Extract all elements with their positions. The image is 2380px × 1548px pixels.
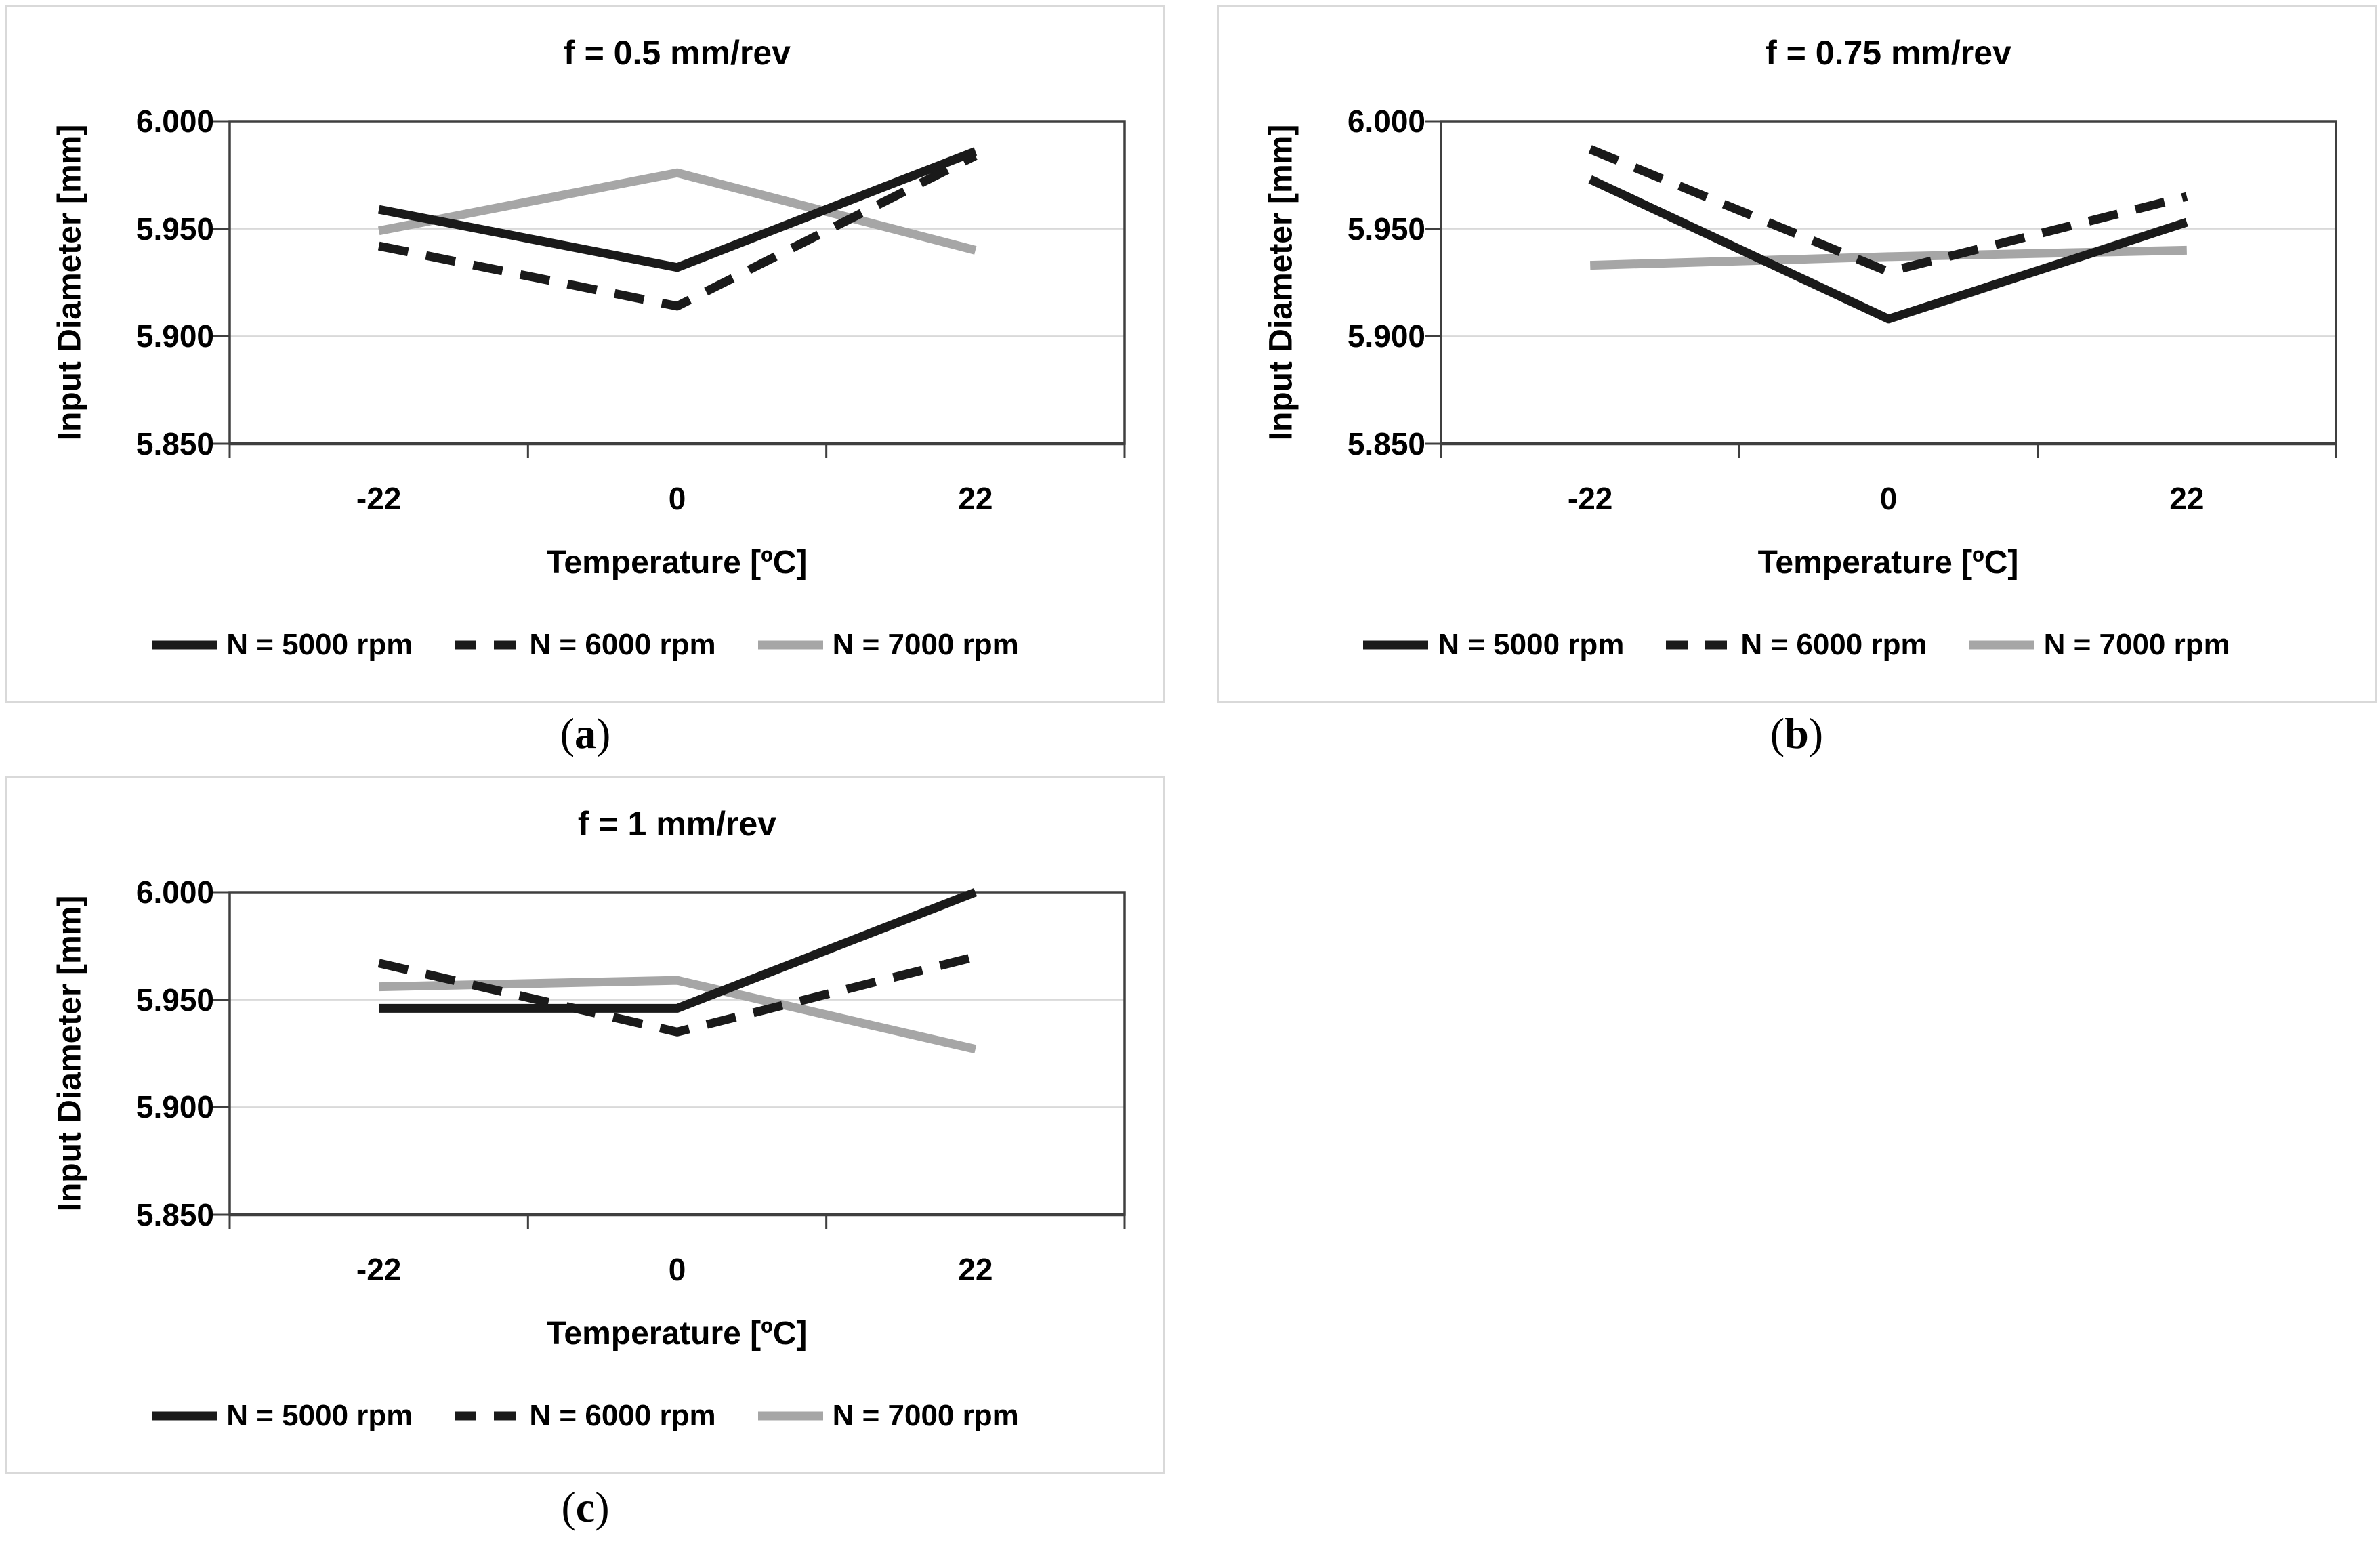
legend-item-n-6000-rpm: N = 6000 rpm — [455, 1399, 716, 1433]
y-tick-label: 5.950 — [1347, 211, 1425, 247]
legend: N = 5000 rpm N = 6000 rpm N = 7000 rpm — [1219, 628, 2375, 662]
y-tick-label: 6.000 — [135, 104, 214, 139]
y-tick-label: 5.900 — [135, 1089, 214, 1125]
legend-swatch-icon — [455, 640, 520, 650]
series-line-n-6000-rpm — [1588, 145, 2188, 276]
caption-letter: c — [575, 1483, 596, 1531]
chart-panel-c: f = 1 mm/rev Input Diameter [mm] 6.000 5.95… — [5, 776, 1165, 1474]
legend-label: N = 7000 rpm — [832, 628, 1019, 661]
panel-caption-c: (c) — [561, 1483, 610, 1531]
legend-swatch-icon — [757, 640, 823, 650]
y-tick-label: 5.950 — [135, 211, 214, 247]
legend-label: N = 7000 rpm — [832, 1399, 1019, 1432]
legend-swatch-icon — [757, 1411, 823, 1421]
y-tick-label: 5.900 — [135, 318, 214, 354]
plot-area-a — [213, 120, 1126, 458]
series-line-n-6000-rpm — [377, 952, 977, 1037]
legend-label: N = 5000 rpm — [1438, 628, 1625, 661]
legend-label: N = 7000 rpm — [2043, 628, 2230, 661]
legend-item-n-7000-rpm: N = 7000 rpm — [757, 1399, 1019, 1433]
y-tick-label: 5.950 — [135, 982, 214, 1018]
y-tick-label: 5.850 — [135, 426, 214, 461]
y-tick-label: 5.850 — [135, 1197, 214, 1232]
legend-item-n-5000-rpm: N = 5000 rpm — [152, 628, 413, 662]
legend: N = 5000 rpm N = 6000 rpm N = 7000 rpm — [7, 1399, 1163, 1433]
legend-item-n-7000-rpm: N = 7000 rpm — [1969, 628, 2230, 662]
caption-letter: a — [575, 709, 596, 757]
x-tick-label: -22 — [1567, 481, 1613, 516]
legend-swatch-icon — [152, 640, 217, 650]
series-line-n-5000-rpm — [379, 887, 978, 1013]
series-line-n-6000-rpm — [377, 151, 978, 311]
legend-label: N = 6000 rpm — [529, 628, 716, 661]
series-line-n-5000-rpm — [377, 147, 978, 272]
chart-panel-b: f = 0.75 mm/rev Input Diameter [mm] 6.000 5… — [1217, 5, 2377, 703]
y-axis-title: Input Diameter [mm] — [51, 124, 88, 441]
x-tick-label: 0 — [668, 481, 686, 516]
chart-title: f = 1 mm/rev — [577, 805, 777, 843]
y-axis-title: Input Diameter [mm] — [51, 895, 88, 1212]
legend-label: N = 6000 rpm — [1740, 628, 1927, 661]
y-tick-label: 6.000 — [135, 875, 214, 910]
y-tick-label: 5.850 — [1347, 426, 1425, 461]
caption-letter: b — [1784, 709, 1809, 757]
legend-label: N = 5000 rpm — [226, 628, 413, 661]
legend-label: N = 5000 rpm — [226, 1399, 413, 1432]
x-tick-label: -22 — [356, 1252, 402, 1287]
x-axis-title: Temperature [ºC] — [1757, 545, 2019, 581]
chart-title: f = 0.75 mm/rev — [1766, 34, 2011, 72]
plot-border — [228, 891, 1126, 1216]
x-tick-label: 0 — [668, 1252, 686, 1287]
legend-swatch-icon — [1969, 640, 2034, 650]
series-line-n-7000-rpm — [377, 168, 977, 255]
y-tick-label: 6.000 — [1347, 104, 1425, 139]
legend-label: N = 6000 rpm — [529, 1399, 716, 1432]
x-tick-label: 22 — [958, 481, 993, 516]
legend-item-n-6000-rpm: N = 6000 rpm — [455, 628, 716, 662]
legend-item-n-5000-rpm: N = 5000 rpm — [152, 1399, 413, 1433]
legend-swatch-icon — [455, 1411, 520, 1421]
plot-area-c — [213, 887, 1126, 1229]
legend-swatch-icon — [152, 1411, 217, 1421]
x-axis-title: Temperature [ºC] — [546, 545, 808, 581]
legend-item-n-5000-rpm: N = 5000 rpm — [1363, 628, 1624, 662]
legend-item-n-7000-rpm: N = 7000 rpm — [757, 628, 1019, 662]
plot-area-b — [1425, 120, 2337, 458]
legend-swatch-icon — [1666, 640, 1732, 650]
x-tick-label: 22 — [2169, 481, 2205, 516]
x-axis-title: Temperature [ºC] — [546, 1316, 808, 1352]
x-tick-label: 0 — [1879, 481, 1898, 516]
legend-swatch-icon — [1363, 640, 1429, 650]
x-tick-label: -22 — [356, 481, 402, 516]
plot-border — [1440, 120, 2337, 445]
x-tick-label: 22 — [958, 1252, 993, 1287]
y-tick-label: 5.900 — [1347, 318, 1425, 354]
panel-caption-b: (b) — [1770, 709, 1824, 757]
series-line-n-5000-rpm — [1588, 175, 2188, 324]
panel-caption-a: (a) — [560, 709, 611, 757]
chart-panel-a: f = 0.5 mm/rev Input Diameter [mm] 6.000 5.… — [5, 5, 1165, 703]
series-line-n-7000-rpm — [379, 976, 977, 1054]
legend: N = 5000 rpm N = 6000 rpm N = 7000 rpm — [7, 628, 1163, 662]
y-axis-title: Input Diameter [mm] — [1263, 124, 1299, 441]
legend-item-n-6000-rpm: N = 6000 rpm — [1666, 628, 1927, 662]
chart-title: f = 0.5 mm/rev — [564, 34, 791, 72]
